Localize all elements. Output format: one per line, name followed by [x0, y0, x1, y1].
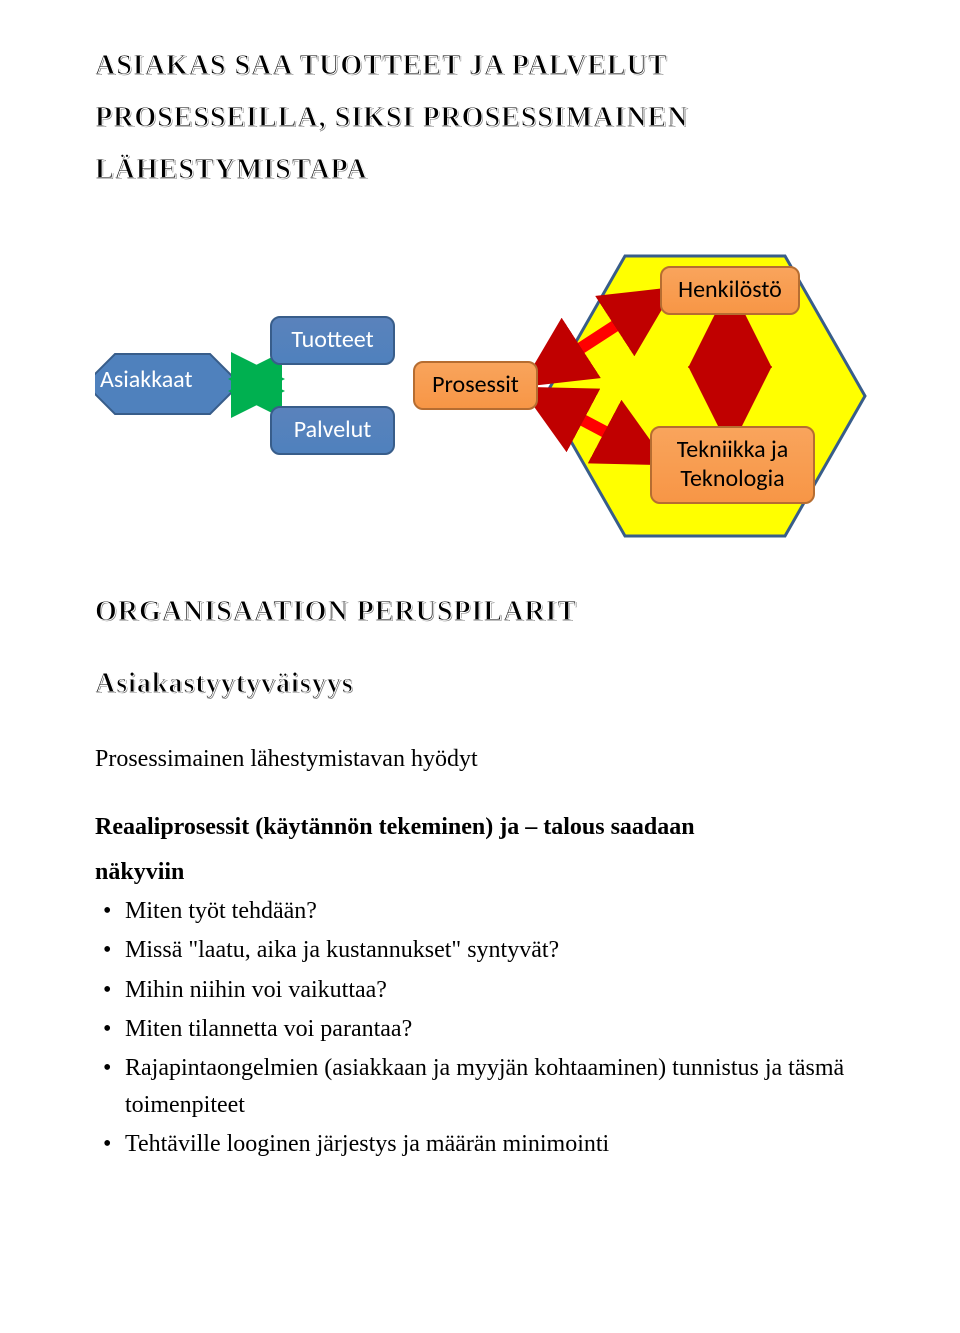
benefits-heading: Prosessimainen lähestymistavan hyödyt — [95, 740, 880, 778]
heading-line-2: prosesseilla, siksi prosessimainen — [95, 92, 880, 144]
list-item: Mihin niihin voi vaikuttaa? — [95, 972, 880, 1009]
bullet-text: Rajapintaongelmien (asiakkaan ja myyjän … — [125, 1055, 844, 1118]
list-item: Miten työt tehdään? — [95, 893, 880, 930]
list-item: Missä "laatu, aika ja kustannukset" synt… — [95, 932, 880, 969]
node-palvelut: Palvelut — [270, 406, 395, 455]
node-tekniikka: Tekniikka jaTeknologia — [650, 426, 815, 504]
bullet-text: Miten työt tehdään? — [125, 898, 317, 924]
palvelut-label: Palvelut — [294, 415, 372, 444]
benefits-bold-line2: näkyviin — [95, 853, 880, 891]
tekniikka-label: Tekniikka jaTeknologia — [677, 435, 789, 493]
benefits-list: Miten työt tehdään? Missä "laatu, aika j… — [95, 893, 880, 1163]
bullet-text: Tehtäville looginen järjestys ja määrän … — [125, 1131, 609, 1157]
node-henkilosto: Henkilöstö — [660, 266, 800, 315]
bullet-text: Mihin niihin voi vaikuttaa? — [125, 977, 387, 1003]
heading-line-3: lähestymistapa — [95, 144, 880, 196]
bullet-text: Miten tilannetta voi parantaa? — [125, 1016, 412, 1042]
subheading-organisation: Organisaation peruspilarit — [95, 596, 880, 628]
node-asiakkaat: Asiakkaat — [100, 366, 193, 395]
benefits-bold-line1: Reaaliprosessit (käytännön tekeminen) ja… — [95, 808, 880, 846]
subheading-customer-satisfaction: Asiakastyytyväisyys — [95, 668, 880, 700]
asiakkaat-label: Asiakkaat — [100, 365, 193, 394]
heading-line-1: Asiakas saa tuotteet ja palvelut — [95, 40, 880, 92]
main-heading: Asiakas saa tuotteet ja palvelut prosess… — [95, 40, 880, 196]
list-item: Rajapintaongelmien (asiakkaan ja myyjän … — [95, 1050, 880, 1124]
prosessit-label: Prosessit — [432, 370, 519, 399]
benefits-block: Prosessimainen lähestymistavan hyödyt Re… — [95, 740, 880, 1163]
bullet-text: Missä "laatu, aika ja kustannukset" synt… — [125, 937, 559, 963]
process-diagram: Asiakkaat Tuotteet Palvelut Prosessit He… — [95, 226, 875, 566]
tuotteet-label: Tuotteet — [291, 325, 373, 354]
node-prosessit: Prosessit — [413, 361, 538, 410]
list-item: Miten tilannetta voi parantaa? — [95, 1011, 880, 1048]
henkilosto-label: Henkilöstö — [678, 275, 782, 304]
node-tuotteet: Tuotteet — [270, 316, 395, 365]
list-item: Tehtäville looginen järjestys ja määrän … — [95, 1126, 880, 1163]
